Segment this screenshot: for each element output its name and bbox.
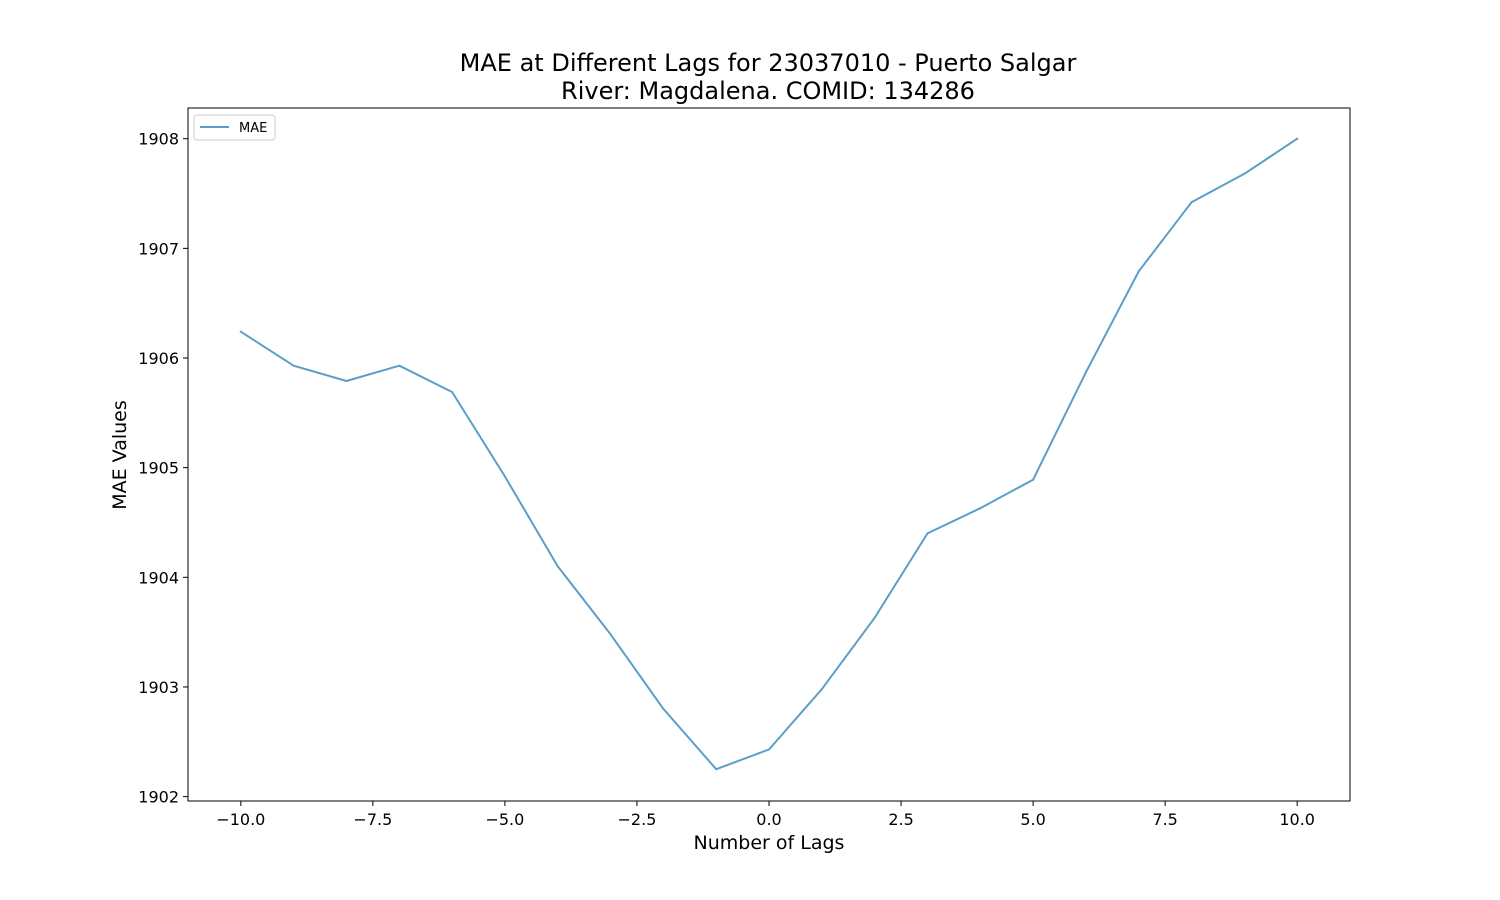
data-point <box>503 475 506 478</box>
x-tick-label: 10.0 <box>1279 810 1315 829</box>
data-point <box>556 565 559 568</box>
data-point <box>715 768 718 771</box>
x-tick-label: −10.0 <box>216 810 265 829</box>
data-point <box>1084 371 1087 374</box>
y-tick-label: 1905 <box>138 459 179 478</box>
data-point <box>398 364 401 367</box>
data-point <box>662 707 665 710</box>
data-point <box>1296 137 1299 140</box>
x-tick-label: −5.0 <box>485 810 524 829</box>
chart-title-line2: River: Magdalena. COMID: 134286 <box>561 77 975 105</box>
data-point <box>1032 478 1035 481</box>
data-point <box>609 633 612 636</box>
x-tick-label: 5.0 <box>1020 810 1045 829</box>
y-tick-label: 1906 <box>138 349 179 368</box>
legend-box <box>193 114 276 141</box>
series-layer <box>239 137 1299 771</box>
legend: MAE <box>193 114 276 141</box>
data-point <box>1243 172 1246 175</box>
y-tick-label: 1902 <box>138 788 179 807</box>
x-tick-label: 2.5 <box>888 810 913 829</box>
x-tick-label: −2.5 <box>618 810 657 829</box>
data-point <box>292 364 295 367</box>
data-point <box>239 330 242 333</box>
data-point <box>451 391 454 393</box>
data-point <box>1190 201 1193 204</box>
data-point <box>345 380 348 382</box>
x-tick-label: 0.0 <box>756 810 781 829</box>
data-point <box>979 507 982 510</box>
plot-area <box>187 107 1351 802</box>
y-tick-label: 1907 <box>138 239 179 258</box>
x-tick-label: −7.5 <box>353 810 392 829</box>
y-axis-ticks: 1902 1903 1904 1905 1906 1907 1908 <box>138 130 188 807</box>
x-axis-ticks: −10.0 −7.5 −5.0 −2.5 0.0 2.5 5.0 7.5 10.0 <box>216 801 1315 829</box>
data-point <box>873 616 876 619</box>
x-axis-label: Number of Lags <box>694 832 845 854</box>
y-axis-label: MAE Values <box>109 400 131 510</box>
data-point <box>1137 270 1140 273</box>
data-point <box>768 748 770 751</box>
y-tick-label: 1903 <box>138 678 179 697</box>
data-point <box>820 688 823 691</box>
data-point <box>926 532 929 535</box>
y-tick-label: 1904 <box>138 568 179 587</box>
legend-label-mae: MAE <box>239 121 267 136</box>
y-tick-label: 1908 <box>138 130 179 149</box>
chart-title-line1: MAE at Different Lags for 23037010 - Pue… <box>460 49 1077 77</box>
x-tick-label: 7.5 <box>1152 810 1177 829</box>
